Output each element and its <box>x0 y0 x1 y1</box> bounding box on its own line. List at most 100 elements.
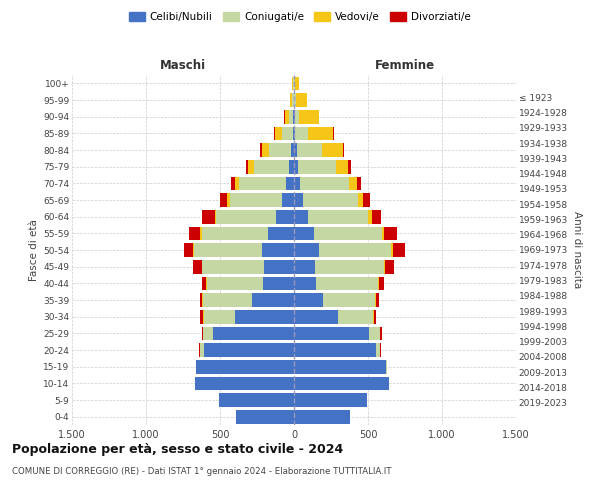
Bar <box>263 260 294 274</box>
Bar <box>349 160 351 173</box>
Bar <box>296 93 307 107</box>
Bar <box>284 110 289 124</box>
Text: Femmine: Femmine <box>375 58 435 71</box>
Bar <box>292 143 294 157</box>
Bar <box>215 210 217 224</box>
Bar <box>196 360 294 374</box>
Bar <box>202 210 215 224</box>
Bar <box>378 276 379 290</box>
Bar <box>308 126 333 140</box>
Bar <box>294 410 350 424</box>
Bar <box>230 193 282 207</box>
Bar <box>217 210 275 224</box>
Bar <box>294 93 296 107</box>
Bar <box>294 343 376 357</box>
Bar <box>252 293 294 307</box>
Bar <box>299 110 319 124</box>
Bar <box>294 226 314 240</box>
Bar <box>376 343 380 357</box>
Y-axis label: Anni di nascita: Anni di nascita <box>572 212 582 288</box>
Bar <box>349 176 357 190</box>
Bar <box>315 260 383 274</box>
Bar <box>296 143 322 157</box>
Bar <box>294 243 319 257</box>
Bar <box>363 193 370 207</box>
Bar <box>204 343 294 357</box>
Bar <box>322 143 343 157</box>
Bar <box>372 210 382 224</box>
Bar <box>289 110 293 124</box>
Bar <box>202 276 206 290</box>
Bar <box>289 160 294 173</box>
Bar <box>262 143 269 157</box>
Bar <box>195 376 294 390</box>
Bar <box>374 310 376 324</box>
Bar <box>294 210 308 224</box>
Bar <box>203 293 252 307</box>
Bar <box>239 176 286 190</box>
Bar <box>304 193 358 207</box>
Bar <box>262 243 294 257</box>
Bar <box>194 243 262 257</box>
Bar <box>189 226 200 240</box>
Bar <box>379 276 383 290</box>
Bar <box>236 410 294 424</box>
Bar <box>294 160 298 173</box>
Bar <box>294 176 300 190</box>
Bar <box>368 210 372 224</box>
Bar <box>290 93 292 107</box>
Bar <box>204 310 235 324</box>
Bar <box>294 376 389 390</box>
Bar <box>358 193 363 207</box>
Bar <box>383 260 385 274</box>
Bar <box>200 293 202 307</box>
Bar <box>314 226 382 240</box>
Bar <box>227 193 230 207</box>
Bar <box>269 143 292 157</box>
Bar <box>316 276 378 290</box>
Bar <box>393 243 405 257</box>
Bar <box>369 326 380 340</box>
Bar <box>281 126 293 140</box>
Bar <box>357 176 361 190</box>
Bar <box>231 176 235 190</box>
Bar <box>275 126 281 140</box>
Bar <box>294 326 369 340</box>
Bar <box>235 310 294 324</box>
Bar <box>206 276 263 290</box>
Bar <box>235 176 239 190</box>
Bar <box>292 93 294 107</box>
Bar <box>184 243 193 257</box>
Bar <box>214 326 294 340</box>
Text: Popolazione per età, sesso e stato civile - 2024: Popolazione per età, sesso e stato civil… <box>12 442 343 456</box>
Bar <box>218 393 294 407</box>
Y-axis label: Fasce di età: Fasce di età <box>29 219 39 281</box>
Bar <box>193 243 194 257</box>
Bar <box>293 126 294 140</box>
Bar <box>246 160 248 173</box>
Bar <box>382 226 385 240</box>
Bar <box>295 110 299 124</box>
Bar <box>294 276 316 290</box>
Bar <box>193 260 202 274</box>
Bar <box>298 160 336 173</box>
Bar <box>202 226 268 240</box>
Bar <box>300 176 349 190</box>
Bar <box>376 293 379 307</box>
Bar <box>292 76 293 90</box>
Bar <box>294 143 296 157</box>
Bar <box>200 343 204 357</box>
Bar <box>391 243 393 257</box>
Bar <box>220 193 227 207</box>
Bar <box>294 193 304 207</box>
Bar <box>275 210 294 224</box>
Text: Maschi: Maschi <box>160 58 206 71</box>
Bar <box>343 143 344 157</box>
Bar <box>338 310 373 324</box>
Bar <box>380 326 382 340</box>
Bar <box>294 393 367 407</box>
Bar <box>202 326 203 340</box>
Text: COMUNE DI CORREGGIO (RE) - Dati ISTAT 1° gennaio 2024 - Elaborazione TUTTITALIA.: COMUNE DI CORREGGIO (RE) - Dati ISTAT 1°… <box>12 468 392 476</box>
Bar <box>295 76 299 90</box>
Bar <box>295 126 308 140</box>
